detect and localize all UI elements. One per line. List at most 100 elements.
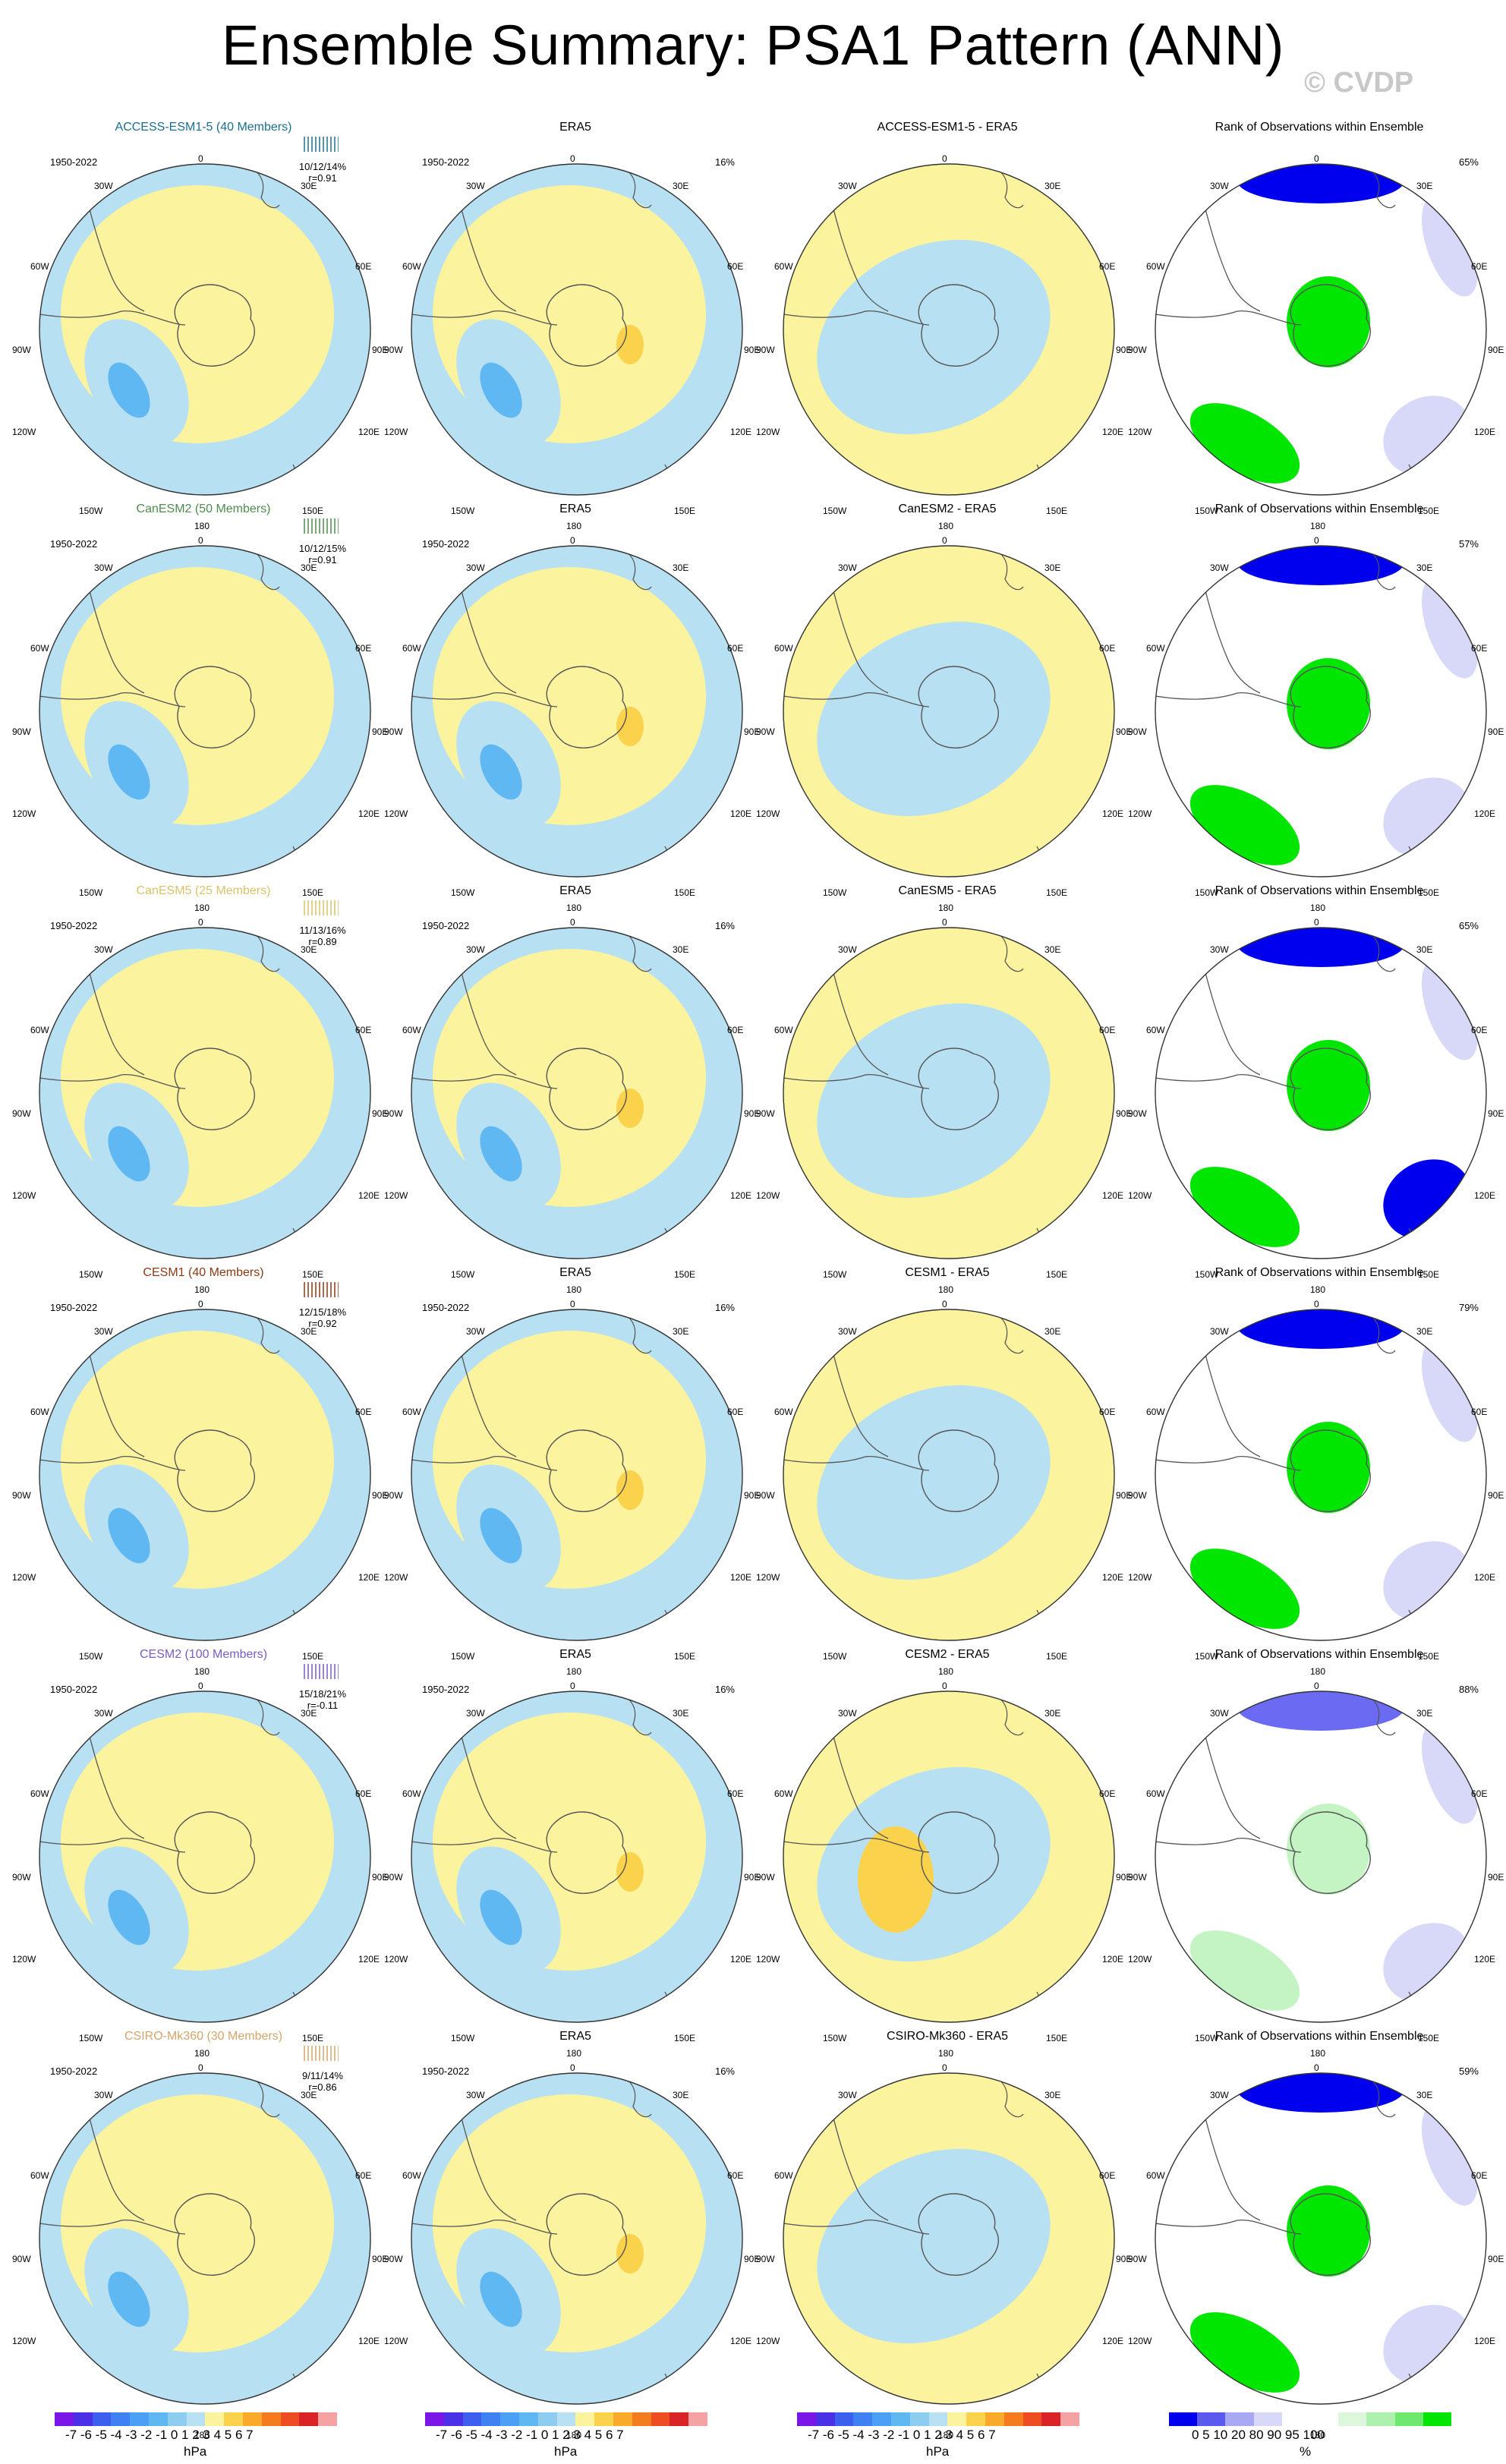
colorbar-swatch [500,2412,519,2426]
map-boundary [1155,1309,1487,1641]
longitude-label: 90W [384,726,403,737]
longitude-label: 30W [94,2090,113,2100]
polar-map [783,1690,1115,2023]
colorbar-swatch [224,2412,243,2426]
rank-panel: Rank of Observations within Ensemble 57% 0… [1128,502,1504,913]
period-label: 1950-2022 [50,1684,98,1695]
variance-range: 11/13/16% [299,925,346,936]
colorbar-swatch [594,2412,613,2426]
colorbar-swatch [1060,2412,1079,2426]
model-title: ACCESS-ESM1-5 (40 Members) [115,121,292,134]
longitude-label: 90W [756,1872,775,1883]
africa-coastline [1366,1694,1396,1736]
variance-percent: 16% [714,1302,735,1313]
colorbar-swatch [299,2412,319,2426]
model-panel: CESM1 (40 Members) 1950-2022 12/15/18% r=0.… [12,1265,388,1677]
colorbar-swatch [985,2412,1004,2426]
longitude-label: 30W [1210,944,1229,955]
antarctica-coastline [1290,284,1371,367]
colorbar-swatch [947,2412,967,2426]
period-label: 1950-2022 [422,920,470,931]
model-title: CESM2 (100 Members) [139,1648,268,1661]
longitude-label: 150W [823,2033,847,2043]
period-label: 1950-2022 [422,2065,470,2077]
obs-title: ERA5 [559,2030,591,2043]
longitude-label: 90E [372,2254,389,2264]
colorbar-ticks: 0 5 10 20 80 90 95 100 [1192,2428,1325,2442]
variance-stats: 9/11/14% r=0.86 [296,2070,349,2093]
longitude-label: 30E [673,562,689,573]
longitude-label: 90W [756,2254,775,2264]
diff-panel: ACCESS-ESM1-5 - ERA5 0 30W 30E 60W 60E 90W 90E 1… [756,120,1132,531]
longitude-label: 90W [1128,1872,1147,1883]
rank-high-region [1189,1167,1300,1247]
longitude-label: 30E [1416,2090,1433,2100]
colorbar-swatch [205,2412,225,2426]
longitude-label: 120E [358,2336,380,2346]
new-zealand-coastline [1408,846,1417,877]
longitude-label: 150W [1195,1651,1219,1662]
rank-percent: 88% [1458,1684,1479,1695]
longitude-label: 60E [1099,1407,1116,1417]
longitude-label: 180 [938,1666,954,1677]
variance-stats: 12/15/18% r=0.92 [296,1306,349,1329]
polar-map [411,545,743,878]
longitude-label: 30W [466,944,485,955]
antarctica-coastline [546,1429,627,1512]
longitude-label: 150W [451,2033,475,2043]
africa-coastline [1366,2075,1396,2118]
longitude-label: 150W [451,506,475,516]
south-america-coastline [1155,1073,1302,1089]
longitude-label: 120W [12,1954,36,1965]
longitude-label: 30E [1044,2090,1061,2100]
longitude-label: 60W [402,1788,421,1799]
new-zealand-coastline [292,2373,301,2404]
colorbar-swatch [670,2412,689,2426]
polar-map [783,1309,1115,1641]
colorbar-swatch [1225,2412,1254,2426]
colorbar-diff: -7 -6 -5 -4 -3 -2 -1 0 1 2 3 4 5 6 7 hPa [797,2412,1079,2459]
longitude-label: 150E [674,1651,696,1662]
longitude-label: 90E [372,726,389,737]
model-title: CanESM5 (25 Members) [136,884,271,897]
africa-coastline [622,1694,652,1736]
colorbar-rank: 0 5 10 20 80 90 95 100 % [1169,2412,1452,2459]
longitude-label: 60E [1471,261,1488,272]
longitude-label: 120E [1102,808,1124,819]
longitude-label: 30E [1416,1708,1433,1719]
ensemble-spread-glyph [304,1664,339,1679]
pattern-correlation: r=0.89 [308,936,337,947]
longitude-label: 90W [756,1108,775,1119]
longitude-label: 150W [79,2033,103,2043]
longitude-label: 30W [94,562,113,573]
longitude-label: 30E [301,944,317,955]
map-boundary [39,545,371,878]
map-boundary [1155,2072,1487,2405]
negative-anomaly [817,2148,1051,2344]
longitude-label: 0 [198,2062,203,2073]
antarctica-coastline [1290,666,1371,748]
longitude-label: 180 [1310,2048,1326,2059]
antarctica-coastline [918,2193,999,2276]
variance-stats: 11/13/16% r=0.89 [296,925,349,947]
polar-map [783,163,1115,496]
longitude-label: 0 [198,917,203,928]
south-america-coastline [39,1073,186,1089]
rank-high-region [1189,2312,1300,2393]
longitude-label: 120E [730,427,752,437]
variance-range: 12/15/18% [298,1306,347,1318]
longitude-label: 90E [1488,2254,1504,2264]
longitude-label: 150W [823,506,847,516]
variance-stats: 10/12/14% r=0.91 [296,161,349,184]
south-america-coastline [783,1455,930,1471]
polar-map [39,2072,371,2405]
rank-low-region [1422,1722,1478,1824]
polar-map [411,1309,743,1641]
longitude-label: 120W [756,427,780,437]
longitude-label: 30E [1416,562,1433,573]
longitude-label: 30W [838,944,857,955]
longitude-label: 90E [1116,1490,1133,1501]
colorbar-swatches [1169,2412,1452,2426]
longitude-label: 30W [466,181,485,191]
antarctica-coastline [174,1811,255,1894]
